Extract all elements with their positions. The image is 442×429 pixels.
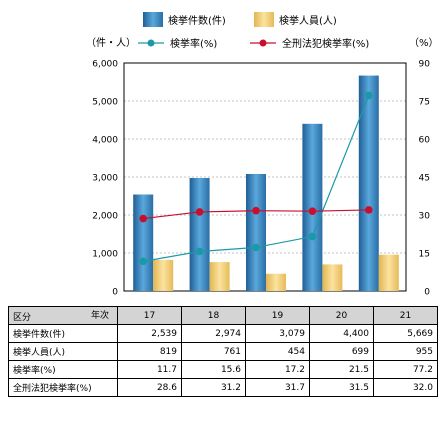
bar-cases [133, 194, 154, 291]
point-rate [308, 232, 317, 241]
point-rate [139, 257, 147, 266]
table-corner: 年次 区分 [8, 306, 118, 325]
point-rate [252, 243, 260, 252]
table-cell: 3,079 [245, 324, 310, 343]
table-cell: 77.2 [373, 360, 438, 379]
legend-persons: 検挙人員(人) [279, 14, 337, 27]
legend-marker-all-rate [259, 39, 267, 47]
table-cell: 4,400 [309, 324, 374, 343]
table-cell: 2,539 [117, 324, 182, 343]
right-tick-label: 45 [419, 174, 430, 184]
right-axis-unit: （%） [409, 37, 439, 49]
legend-swatch-persons [254, 12, 274, 27]
table-cell: 955 [373, 342, 438, 361]
point-rate [195, 247, 204, 256]
left-axis: 0 1,000 2,000 3,000 4,000 5,000 6,000 [92, 60, 118, 298]
bar-cases [358, 75, 379, 291]
year-header: 19 [245, 306, 310, 325]
table-cell: 2,974 [181, 324, 246, 343]
right-tick-label: 90 [419, 60, 431, 70]
table-cell: 31.5 [309, 378, 374, 397]
table-row: 検挙人員(人) 819 761 454 699 955 [8, 342, 438, 361]
table-cell: 819 [117, 342, 182, 361]
right-tick-label: 75 [419, 98, 430, 108]
table-row: 検挙率(%) 11.7 15.6 17.2 21.5 77.2 [8, 360, 438, 379]
table-header-row: 年次 区分 17 18 19 20 21 [8, 306, 438, 325]
table-row: 全刑法犯検挙率(%) 28.6 31.2 31.7 31.5 32.0 [8, 378, 438, 397]
table-cell: 21.5 [309, 360, 374, 379]
row-label: 全刑法犯検挙率(%) [8, 378, 118, 397]
table-cell: 699 [309, 342, 374, 361]
table-cell: 28.6 [117, 378, 182, 397]
table-cell: 17.2 [245, 360, 310, 379]
legend-all-rate: 全刑法犯検挙率(%) [282, 37, 369, 50]
legend-cases: 検挙件数(件) [168, 14, 226, 27]
right-tick-label: 15 [419, 250, 430, 260]
legend-swatch-cases [143, 12, 163, 27]
bar-persons [378, 254, 399, 291]
legend-marker-rate [147, 39, 155, 47]
bar-cases [246, 173, 266, 291]
left-tick-label: 3,000 [92, 174, 118, 184]
point-rate [365, 91, 373, 100]
point-all-rate [195, 208, 204, 216]
right-axis: 0 15 30 45 60 75 90 [419, 60, 431, 298]
left-axis-unit: （件・人） [86, 37, 136, 49]
point-all-rate [308, 207, 317, 215]
table-cell: 15.6 [181, 360, 246, 379]
left-tick-label: 2,000 [92, 212, 118, 222]
table-cell: 5,669 [373, 324, 438, 343]
table-cell: 31.7 [245, 378, 310, 397]
bars [133, 75, 399, 291]
corner-category-label: 区分 [13, 313, 32, 323]
point-all-rate [252, 206, 260, 215]
left-tick-label: 6,000 [92, 60, 118, 70]
legend: 検挙件数(件) 検挙人員(人) 検挙率(%) 全刑法犯検挙率(%) [138, 12, 369, 50]
bar-persons [266, 273, 286, 291]
left-tick-label: 1,000 [92, 250, 118, 260]
bar-cases [189, 177, 210, 291]
year-header: 17 [117, 306, 182, 325]
left-tick-label: 0 [112, 288, 118, 298]
point-all-rate [139, 214, 147, 223]
legend-rate: 検挙率(%) [170, 37, 217, 50]
bar-persons [153, 259, 174, 291]
bar-cases [302, 123, 323, 291]
year-header: 20 [309, 306, 374, 325]
bar-persons [322, 264, 343, 291]
lines [139, 91, 373, 266]
table-cell: 454 [245, 342, 310, 361]
right-tick-label: 0 [424, 288, 430, 298]
row-label: 検挙件数(件) [8, 324, 118, 343]
left-tick-label: 5,000 [92, 98, 118, 108]
table-cell: 11.7 [117, 360, 182, 379]
table-cell: 32.0 [373, 378, 438, 397]
data-table: 年次 区分 17 18 19 20 21 検挙件数(件) 2,539 2,974… [8, 306, 438, 397]
year-header: 21 [373, 306, 438, 325]
bar-persons [209, 262, 230, 291]
point-all-rate [365, 206, 373, 214]
table-row: 検挙件数(件) 2,539 2,974 3,079 4,400 5,669 [8, 324, 438, 343]
left-tick-label: 4,000 [92, 136, 118, 146]
corner-year-label: 年次 [90, 311, 109, 321]
right-tick-label: 30 [419, 212, 431, 222]
year-header: 18 [181, 306, 246, 325]
table-cell: 31.2 [181, 378, 246, 397]
row-label: 検挙人員(人) [8, 342, 118, 361]
right-tick-label: 60 [419, 136, 431, 146]
row-label: 検挙率(%) [8, 360, 118, 379]
chart: 検挙件数(件) 検挙人員(人) 検挙率(%) 全刑法犯検挙率(%) （件・人） … [86, 12, 439, 298]
table-cell: 761 [181, 342, 246, 361]
